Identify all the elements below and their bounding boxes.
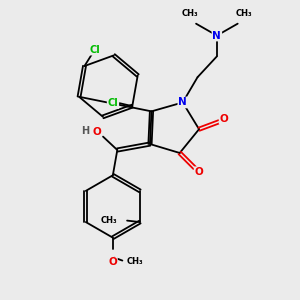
Text: O: O <box>92 127 101 137</box>
Text: CH₃: CH₃ <box>126 257 143 266</box>
Text: Cl: Cl <box>89 45 100 55</box>
Text: CH₃: CH₃ <box>101 216 118 225</box>
Text: CH₃: CH₃ <box>182 9 198 18</box>
Text: O: O <box>195 167 203 177</box>
Text: O: O <box>220 114 228 124</box>
Text: O: O <box>109 257 117 267</box>
Text: H: H <box>81 126 89 136</box>
Text: CH₃: CH₃ <box>235 9 252 18</box>
Text: Cl: Cl <box>108 98 118 108</box>
Text: N: N <box>212 31 221 40</box>
Text: N: N <box>178 98 187 107</box>
